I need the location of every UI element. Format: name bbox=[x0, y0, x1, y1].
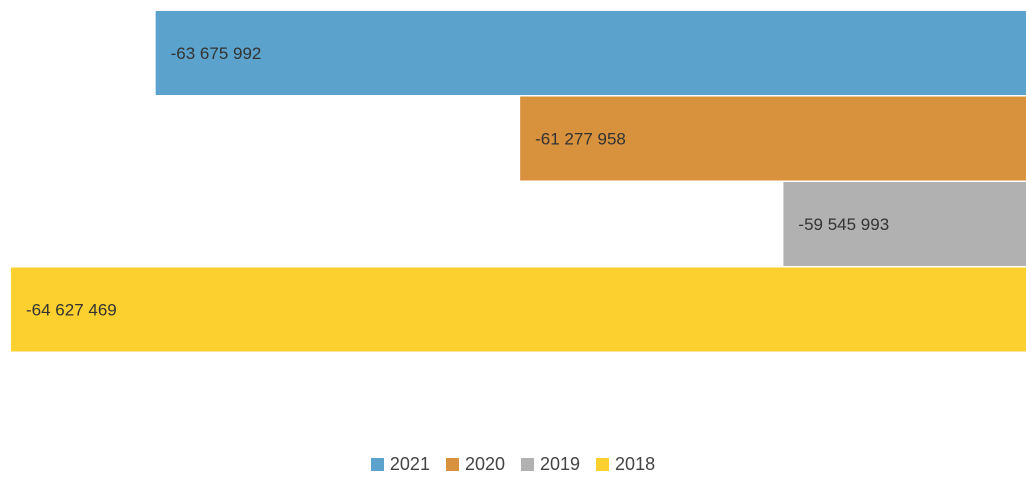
bar-2021 bbox=[155, 11, 1026, 95]
legend-swatch-2019 bbox=[521, 458, 534, 471]
legend-swatch-2021 bbox=[370, 458, 384, 471]
legend-label-2021: 2021 bbox=[389, 454, 430, 474]
legend-item-2018: 2018 bbox=[596, 454, 655, 475]
legend-item-2019: 2019 bbox=[521, 454, 580, 475]
data-label-2021: -63 675 992 bbox=[171, 44, 262, 63]
legend-label-2020: 2020 bbox=[464, 454, 505, 474]
data-label-2020: -61 277 958 bbox=[535, 130, 626, 149]
legend-swatch-2020 bbox=[445, 458, 459, 471]
legend-swatch-2018 bbox=[596, 458, 610, 471]
bar-2019 bbox=[783, 182, 1026, 266]
bar-2018 bbox=[11, 267, 1026, 352]
legend-label-2019: 2019 bbox=[540, 454, 581, 474]
legend-item-2020: 2020 bbox=[445, 454, 505, 475]
legend-label-2018: 2018 bbox=[615, 454, 656, 474]
data-label-2018: -64 627 469 bbox=[26, 301, 117, 320]
chart-legend: 2021 2020 2019 2018 bbox=[0, 454, 1026, 475]
data-label-2019: -59 545 993 bbox=[798, 215, 889, 234]
bar-2020 bbox=[520, 96, 1026, 181]
legend-item-2021: 2021 bbox=[370, 454, 430, 475]
bar-chart: -63 675 992 -61 277 958 -59 545 993 -64 627… bbox=[11, 11, 1026, 352]
